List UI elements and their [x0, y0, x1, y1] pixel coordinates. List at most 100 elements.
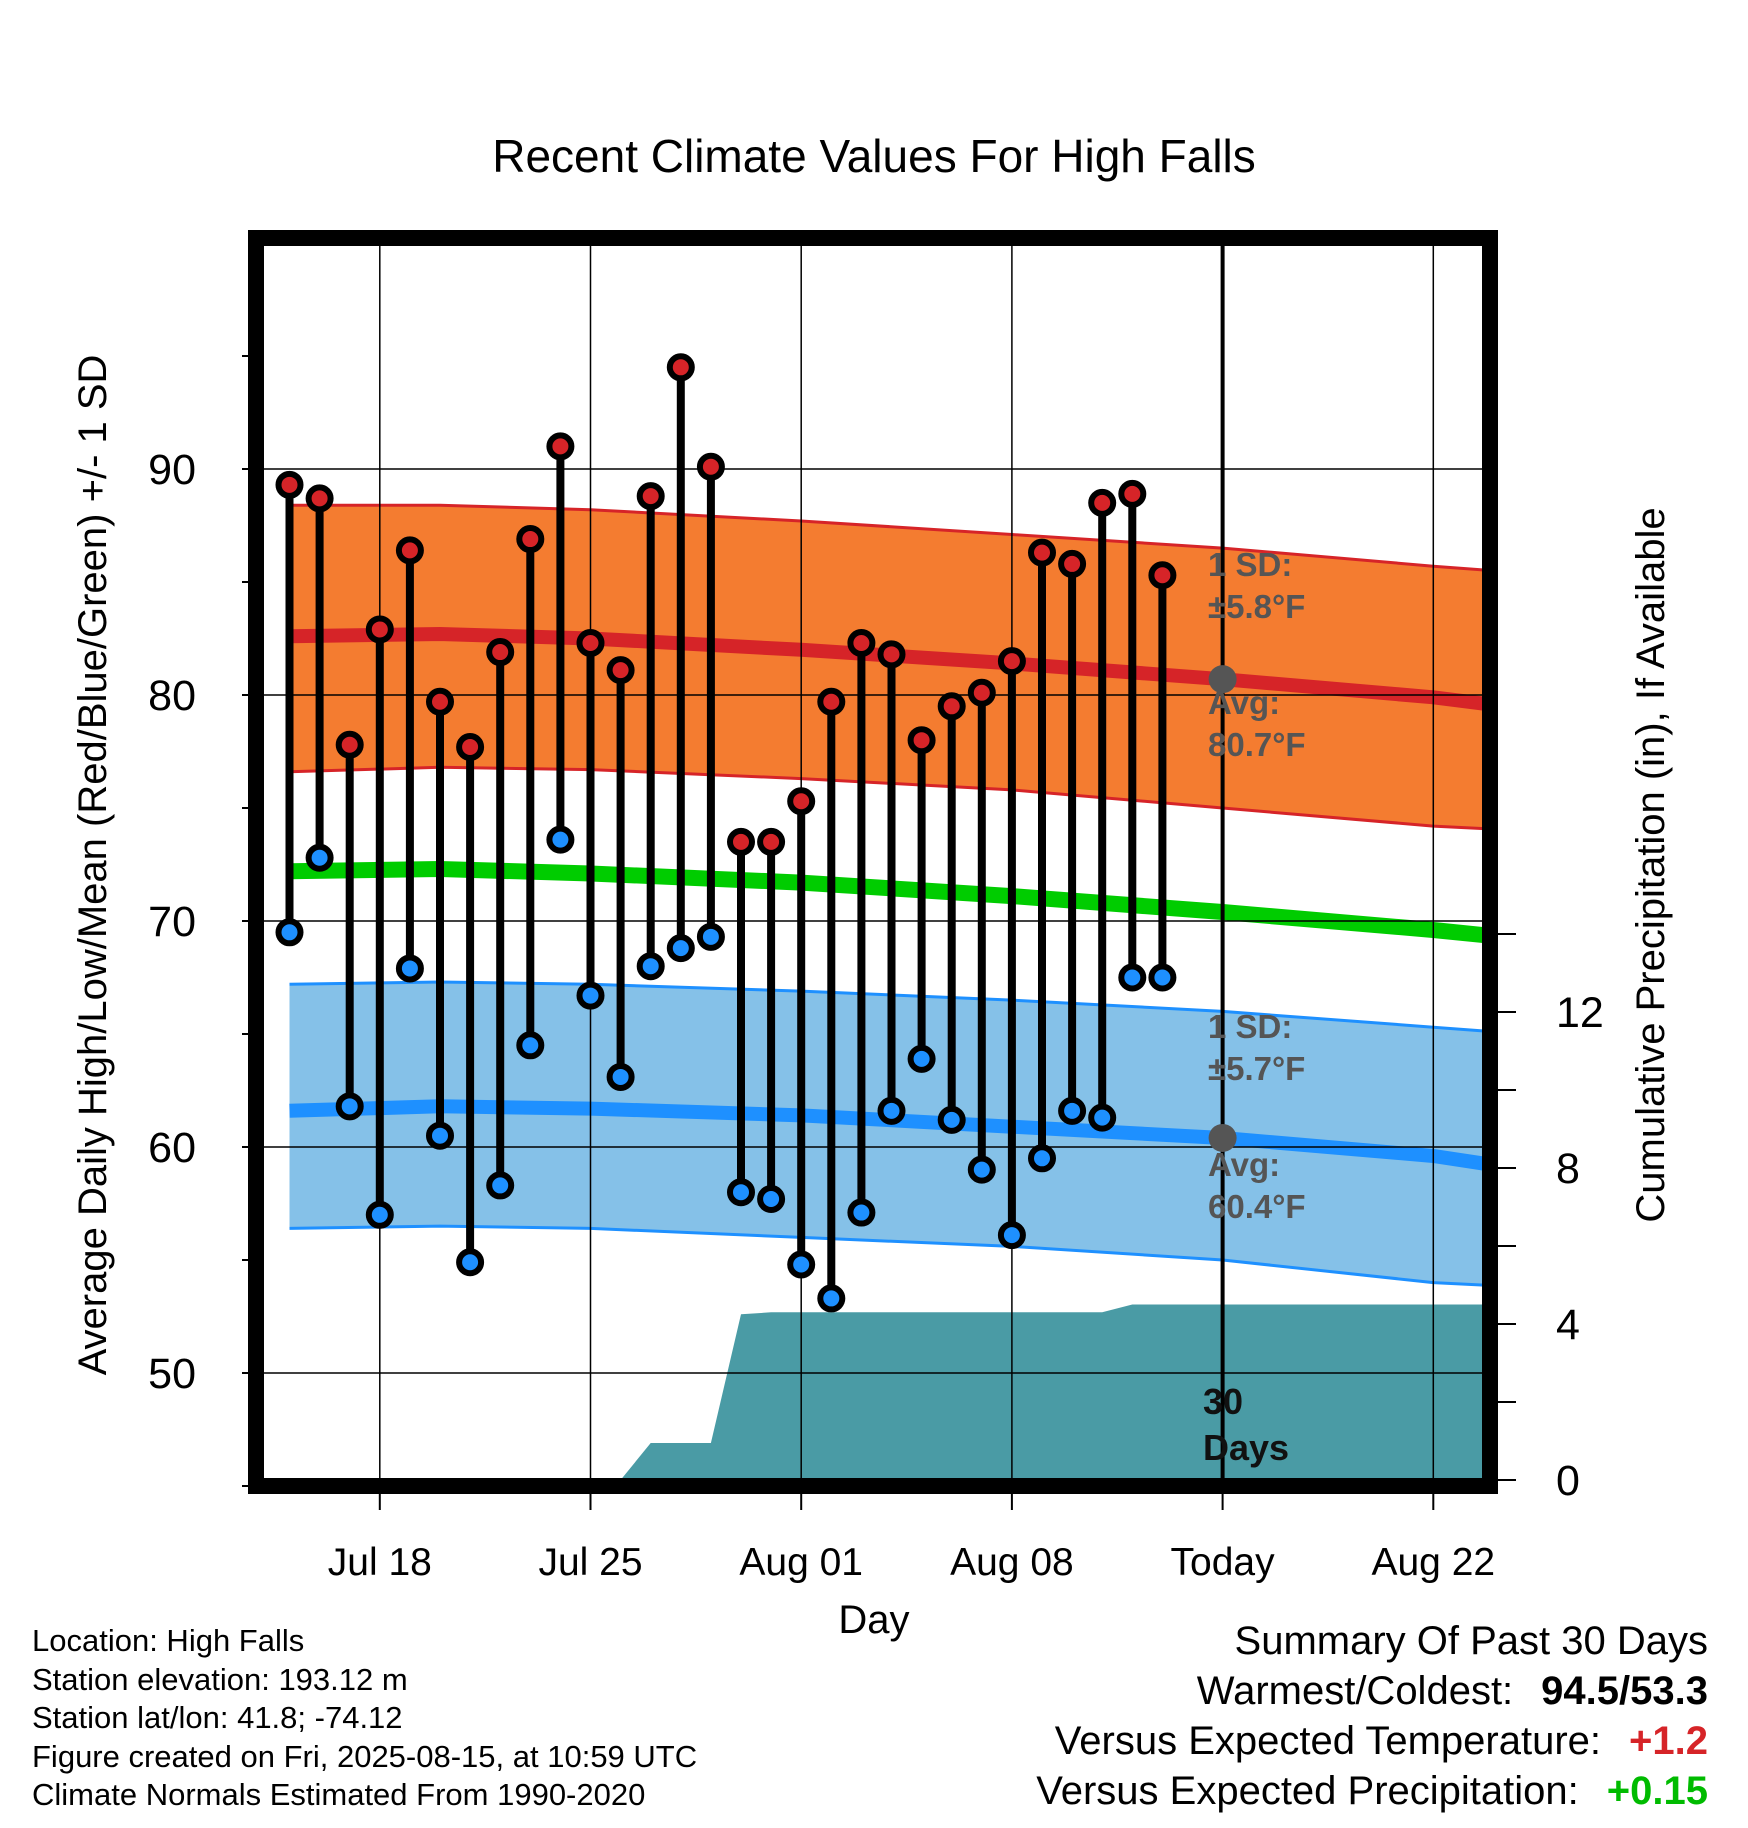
daily-low-point [967, 1155, 996, 1184]
daily-low-point [1148, 963, 1177, 992]
chart-title: Recent Climate Values For High Falls [492, 130, 1256, 182]
daily-low-point [335, 1092, 364, 1121]
daily-low-point [636, 952, 665, 981]
daily-low-point [606, 1062, 635, 1091]
y2-tick-label: 4 [1556, 1301, 1580, 1349]
x-tick-label: Jul 25 [538, 1541, 642, 1584]
daily-high-point [907, 726, 936, 755]
today-avg-high-point [1208, 665, 1237, 694]
daily-low-point [727, 1178, 755, 1207]
daily-high-point [456, 732, 485, 761]
daily-low-point [486, 1171, 515, 1200]
daily-high-point [486, 638, 515, 667]
latlon-text: Station lat/lon: 41.8; -74.12 [32, 1700, 403, 1735]
plot-frame [248, 230, 1498, 1494]
daily-high-point [275, 470, 304, 499]
daily-low-point [516, 1031, 545, 1060]
daily-high-point [576, 629, 605, 658]
daily-low-point [787, 1250, 816, 1279]
daily-low-point [426, 1121, 454, 1150]
y-tick-label: 50 [148, 1350, 196, 1398]
daily-high-point [757, 827, 786, 856]
location-text: Location: High Falls [32, 1623, 305, 1658]
avg-mean-line [289, 860, 1484, 944]
daily-high-point [305, 484, 334, 513]
high-sd-value: ±5.8°F [1208, 588, 1305, 625]
daily-high-point [787, 787, 816, 816]
daily-low-point [305, 843, 334, 872]
normals-text: Climate Normals Estimated From 1990-2020 [32, 1777, 646, 1812]
daily-low-point [666, 934, 695, 963]
daily-high-point [1058, 549, 1087, 578]
daily-high-point [365, 615, 394, 644]
low-sd-label: 1 SD: [1208, 1008, 1292, 1045]
daily-low-point [395, 954, 424, 983]
y2-axis-label: Cumulative Precipitation (in), If Availa… [1629, 507, 1673, 1222]
today-avg-low-point [1208, 1123, 1237, 1152]
daily-high-point [516, 525, 545, 554]
daily-high-point [395, 536, 424, 565]
precipitation-departure-label: Versus Expected Precipitation: [1036, 1769, 1579, 1813]
high-sd-band [289, 505, 1484, 829]
low-sd-band [289, 982, 1484, 1286]
summary-panel: Summary Of Past 30 Days Warmest/Coldest:… [1036, 1616, 1708, 1816]
daily-low-point [997, 1221, 1026, 1250]
days-window-number: 30 [1203, 1381, 1243, 1422]
y2-tick-label: 0 [1556, 1457, 1580, 1505]
daily-low-point [1088, 1103, 1117, 1132]
daily-high-point [1148, 561, 1177, 590]
daily-low-point [1118, 963, 1147, 992]
low-sd-value: ±5.7°F [1208, 1050, 1305, 1087]
daily-high-point [666, 353, 695, 382]
created-text: Figure created on Fri, 2025-08-15, at 10… [32, 1738, 698, 1774]
daily-high-point [1088, 488, 1117, 517]
elevation-text: Station elevation: 193.12 m [32, 1661, 408, 1697]
y-tick-label: 60 [148, 1124, 196, 1172]
y-tick-label: 80 [148, 672, 196, 720]
daily-high-point [997, 647, 1026, 676]
daily-high-point [817, 687, 846, 716]
daily-low-point [275, 918, 304, 947]
daily-high-point [1028, 538, 1056, 567]
daily-high-point [727, 827, 755, 856]
daily-low-point [1058, 1096, 1087, 1125]
days-window-label: Days [1203, 1427, 1289, 1468]
daily-low-point [576, 981, 605, 1010]
y-tick-label: 90 [148, 446, 196, 494]
temperature-departure-value: +1.2 [1629, 1719, 1708, 1763]
daily-high-point [1118, 479, 1147, 508]
daily-high-point [967, 678, 996, 707]
x-tick-label: Aug 22 [1371, 1541, 1495, 1584]
y-axis-label: Average Daily High/Low/Mean (Red/Blue/Gr… [71, 355, 115, 1376]
daily-high-point [426, 687, 454, 716]
warmest-coldest-row: Warmest/Coldest: 94.5/53.3 [1036, 1666, 1708, 1716]
daily-low-point [696, 922, 725, 951]
summary-title: Summary Of Past 30 Days [1234, 1619, 1708, 1663]
high-sd-upper-line [289, 503, 1484, 572]
precipitation-departure-value: +0.15 [1606, 1769, 1708, 1813]
daily-low-point [817, 1284, 846, 1313]
daily-high-point [847, 629, 876, 658]
warmest-coldest-value: 94.5/53.3 [1541, 1669, 1708, 1713]
high-sd-lower-line [289, 765, 1484, 831]
daily-high-point [546, 432, 575, 461]
y-tick-label: 70 [148, 898, 196, 946]
daily-high-point [606, 656, 635, 685]
daily-high-point [877, 640, 906, 669]
daily-low-point [847, 1198, 876, 1227]
temperature-departure-row: Versus Expected Temperature: +1.2 [1036, 1716, 1708, 1766]
daily-low-point [757, 1184, 786, 1213]
daily-low-point [546, 825, 575, 854]
daily-high-point [696, 452, 725, 481]
station-info: Location: High Falls Station elevation: … [32, 1622, 697, 1815]
temperature-departure-label: Versus Expected Temperature: [1054, 1719, 1602, 1763]
daily-high-point [636, 482, 665, 511]
plot-area: 1 SD: ±5.8°F Avg: 80.7°F 1 SD: ±5.7°F Avg: 60.4… [262, 244, 1484, 1480]
low-sd-lower-line [289, 1224, 1484, 1287]
precipitation-departure-row: Versus Expected Precipitation: +0.15 [1036, 1766, 1708, 1816]
y2-tick-label: 12 [1556, 989, 1604, 1037]
low-avg-label: Avg: [1208, 1146, 1280, 1183]
daily-low-point [937, 1105, 966, 1134]
low-sd-upper-line [289, 980, 1484, 1033]
